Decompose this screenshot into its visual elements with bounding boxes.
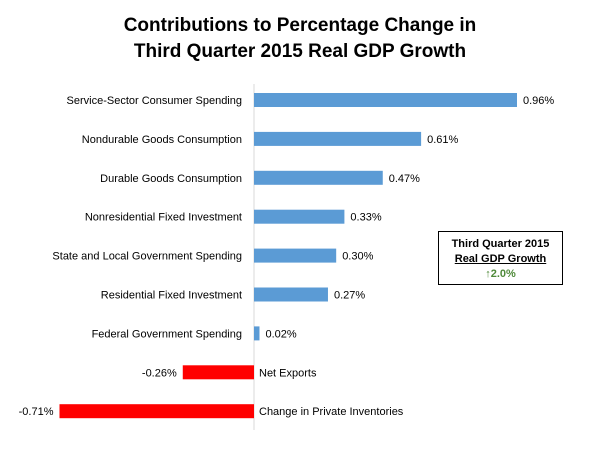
category-label-6: Residential Fixed Investment: [101, 290, 242, 302]
value-label-9: -0.71%: [19, 406, 54, 418]
category-label-3: Durable Goods Consumption: [100, 173, 242, 185]
growth-value: 2.0%: [490, 268, 516, 280]
bar-3: [254, 170, 383, 185]
chart-title-line-1: Contributions to Percentage Change in: [123, 15, 477, 36]
category-label-7: Federal Government Spending: [92, 328, 242, 340]
value-label-1: 0.96%: [523, 95, 554, 107]
infobox-subheading: Real GDP Growth: [454, 253, 547, 265]
bar-6: [254, 287, 328, 302]
bar-2: [254, 131, 422, 146]
bar-1: [254, 93, 517, 107]
bar-4: [254, 209, 345, 224]
value-label-2: 0.61%: [427, 134, 458, 146]
category-label-4: Nonresidential Fixed Investment: [85, 212, 242, 224]
infobox-growth-value: ↑2.0%: [439, 267, 562, 282]
value-label-3: 0.47%: [389, 173, 420, 185]
value-label-7: 0.02%: [265, 328, 296, 340]
chart-title-line-2: Third Quarter 2015 Real GDP Growth: [133, 41, 467, 62]
value-label-6: 0.27%: [334, 290, 365, 302]
value-label-4: 0.33%: [350, 212, 381, 224]
bar-9: [59, 404, 255, 419]
category-label-2: Nondurable Goods Consumption: [82, 134, 242, 146]
bar-8: [182, 365, 254, 380]
infobox-heading: Third Quarter 2015: [451, 238, 550, 250]
gdp-growth-infobox: Third Quarter 2015 Real GDP Growth ↑2.0%: [438, 231, 563, 285]
category-label-9: Change in Private Inventories: [259, 406, 404, 418]
up-arrow-icon: ↑: [485, 268, 491, 280]
value-label-5: 0.30%: [342, 251, 373, 263]
category-label-8: Net Exports: [259, 367, 317, 379]
bar-7: [254, 326, 260, 341]
value-label-8: -0.26%: [142, 367, 177, 379]
category-label-1: Service-Sector Consumer Spending: [67, 95, 242, 107]
category-label-5: State and Local Government Spending: [52, 251, 242, 263]
bar-5: [254, 248, 337, 263]
